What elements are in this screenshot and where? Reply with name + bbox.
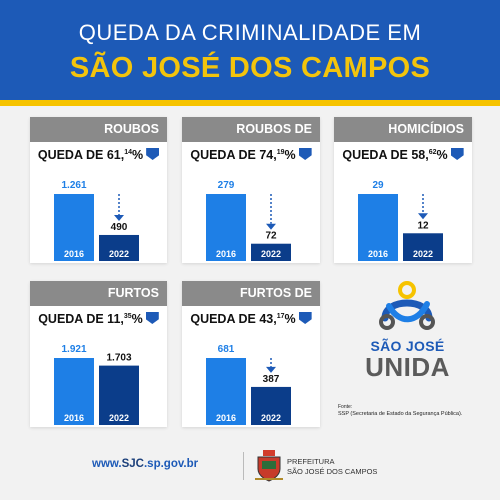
- bar-2016: [206, 358, 246, 425]
- bar-2016: [54, 358, 94, 425]
- bar-2016: [358, 194, 398, 261]
- source-note: Fonte: SSP (Secretaria de Estado da Segu…: [338, 404, 498, 418]
- value-label: 387: [263, 374, 280, 385]
- value-label: 1.921: [61, 344, 86, 355]
- yellow-stripe: [0, 100, 500, 106]
- footer-divider: [243, 452, 244, 480]
- down-arrow-icon: [145, 312, 159, 324]
- city-crest-icon: [255, 450, 283, 482]
- bar-2022: [99, 234, 139, 261]
- value-label: 490: [111, 222, 128, 233]
- value-label: 279: [218, 180, 235, 191]
- category-label: 2016: [368, 249, 388, 259]
- decline-arrow-head-icon: [266, 366, 276, 373]
- drop-percentage: QUEDA DE 58,62%: [334, 148, 472, 168]
- bar-2016: [206, 194, 246, 261]
- value-label: 72: [265, 231, 277, 242]
- logo-word-unida: UNIDA: [365, 352, 450, 382]
- chart-card: ROUBOS QUEDA DE 61,14% 2016 1.261 2022 490: [30, 117, 167, 263]
- bar-chart: 2016 279 2022 72: [206, 180, 291, 261]
- headline-highlight: SÃO JOSÉ DOS CAMPOS: [60, 49, 440, 87]
- down-arrow-icon: [298, 148, 312, 160]
- bar-chart: 2016 681 2022 387: [206, 344, 291, 425]
- decline-arrow-head-icon: [418, 213, 428, 220]
- bar-chart: 2016 1.921 2022 1.703: [54, 344, 139, 425]
- chart-card: HOMICÍDIOS QUEDA DE 58,62% 2016 29 2022 12: [334, 117, 472, 263]
- chart-card: FURTOS DE VEÍCULOS QUEDA DE 43,17% 2016 681…: [182, 281, 320, 427]
- value-label: 12: [417, 220, 429, 231]
- prefeitura-line1: PREFEITURA: [287, 457, 335, 466]
- chart-title: FURTOS: [30, 281, 167, 306]
- category-label: 2022: [109, 249, 129, 259]
- decline-arrow-head-icon: [266, 223, 276, 230]
- chart-title: ROUBOS: [30, 117, 167, 142]
- chart-title: FURTOS DE VEÍCULOS: [182, 281, 320, 325]
- chart-card: ROUBOS DE VEÍCULOS QUEDA DE 74,19% 2016 279…: [182, 117, 320, 263]
- value-label: 1.261: [61, 180, 86, 191]
- bar-2022: [403, 233, 443, 261]
- website-link[interactable]: www.SJC.sp.gov.br: [92, 458, 198, 470]
- value-label: 29: [372, 180, 384, 191]
- category-label: 2022: [109, 413, 129, 423]
- unida-emblem-icon: [379, 281, 435, 330]
- bar-2022: [251, 386, 291, 425]
- down-arrow-icon: [450, 148, 464, 160]
- category-label: 2016: [216, 413, 236, 423]
- source-text: SSP (Secretaria de Estado da Segurança P…: [338, 411, 463, 417]
- decline-arrow-head-icon: [114, 214, 124, 221]
- url-suffix: .sp.gov.br: [143, 458, 199, 470]
- category-label: 2016: [64, 249, 84, 259]
- header-banner: QUEDA DA CRIMINALIDADE EM SÃO JOSÉ DOS C…: [0, 0, 500, 100]
- url-domain: SJC: [121, 458, 144, 470]
- category-label: 2016: [64, 413, 84, 423]
- drop-percentage: QUEDA DE 61,14%: [30, 148, 167, 168]
- value-label: 1.703: [106, 353, 131, 364]
- value-label: 681: [218, 344, 235, 355]
- drop-percentage: QUEDA DE 43,17%: [182, 312, 320, 332]
- drop-percentage: QUEDA DE 74,19%: [182, 148, 320, 168]
- category-label: 2022: [261, 413, 281, 423]
- prefeitura-line2: SÃO JOSÉ DOS CAMPOS: [287, 467, 378, 476]
- bar-2022: [99, 365, 139, 425]
- bar-2016: [54, 194, 94, 261]
- category-label: 2022: [413, 249, 433, 259]
- down-arrow-icon: [298, 312, 312, 324]
- drop-percentage: QUEDA DE 11,35%: [30, 312, 167, 332]
- category-label: 2022: [261, 249, 281, 259]
- chart-title: HOMICÍDIOS: [334, 117, 472, 142]
- chart-card: FURTOS QUEDA DE 11,35% 2016 1.921 2022 1.703: [30, 281, 167, 427]
- headline-city: SÃO JOSÉ DOS CAMPOS: [69, 52, 431, 84]
- bar-chart: 2016 29 2022 12: [358, 180, 443, 261]
- headline-top: QUEDA DA CRIMINALIDADE EM: [78, 20, 422, 45]
- url-prefix: www.: [92, 458, 122, 470]
- prefeitura-label: PREFEITURA SÃO JOSÉ DOS CAMPOS: [287, 457, 377, 477]
- source-label: Fonte:: [338, 404, 353, 410]
- logo-word-sao-jose: SÃO JOSÉ: [370, 338, 445, 354]
- bar-2022: [251, 243, 291, 261]
- category-label: 2016: [216, 249, 236, 259]
- chart-title: ROUBOS DE VEÍCULOS: [182, 117, 320, 161]
- sao-jose-unida-logo: SÃO JOSÉ UNIDA: [355, 280, 460, 390]
- down-arrow-icon: [146, 148, 160, 160]
- bar-chart: 2016 1.261 2022 490: [54, 180, 139, 261]
